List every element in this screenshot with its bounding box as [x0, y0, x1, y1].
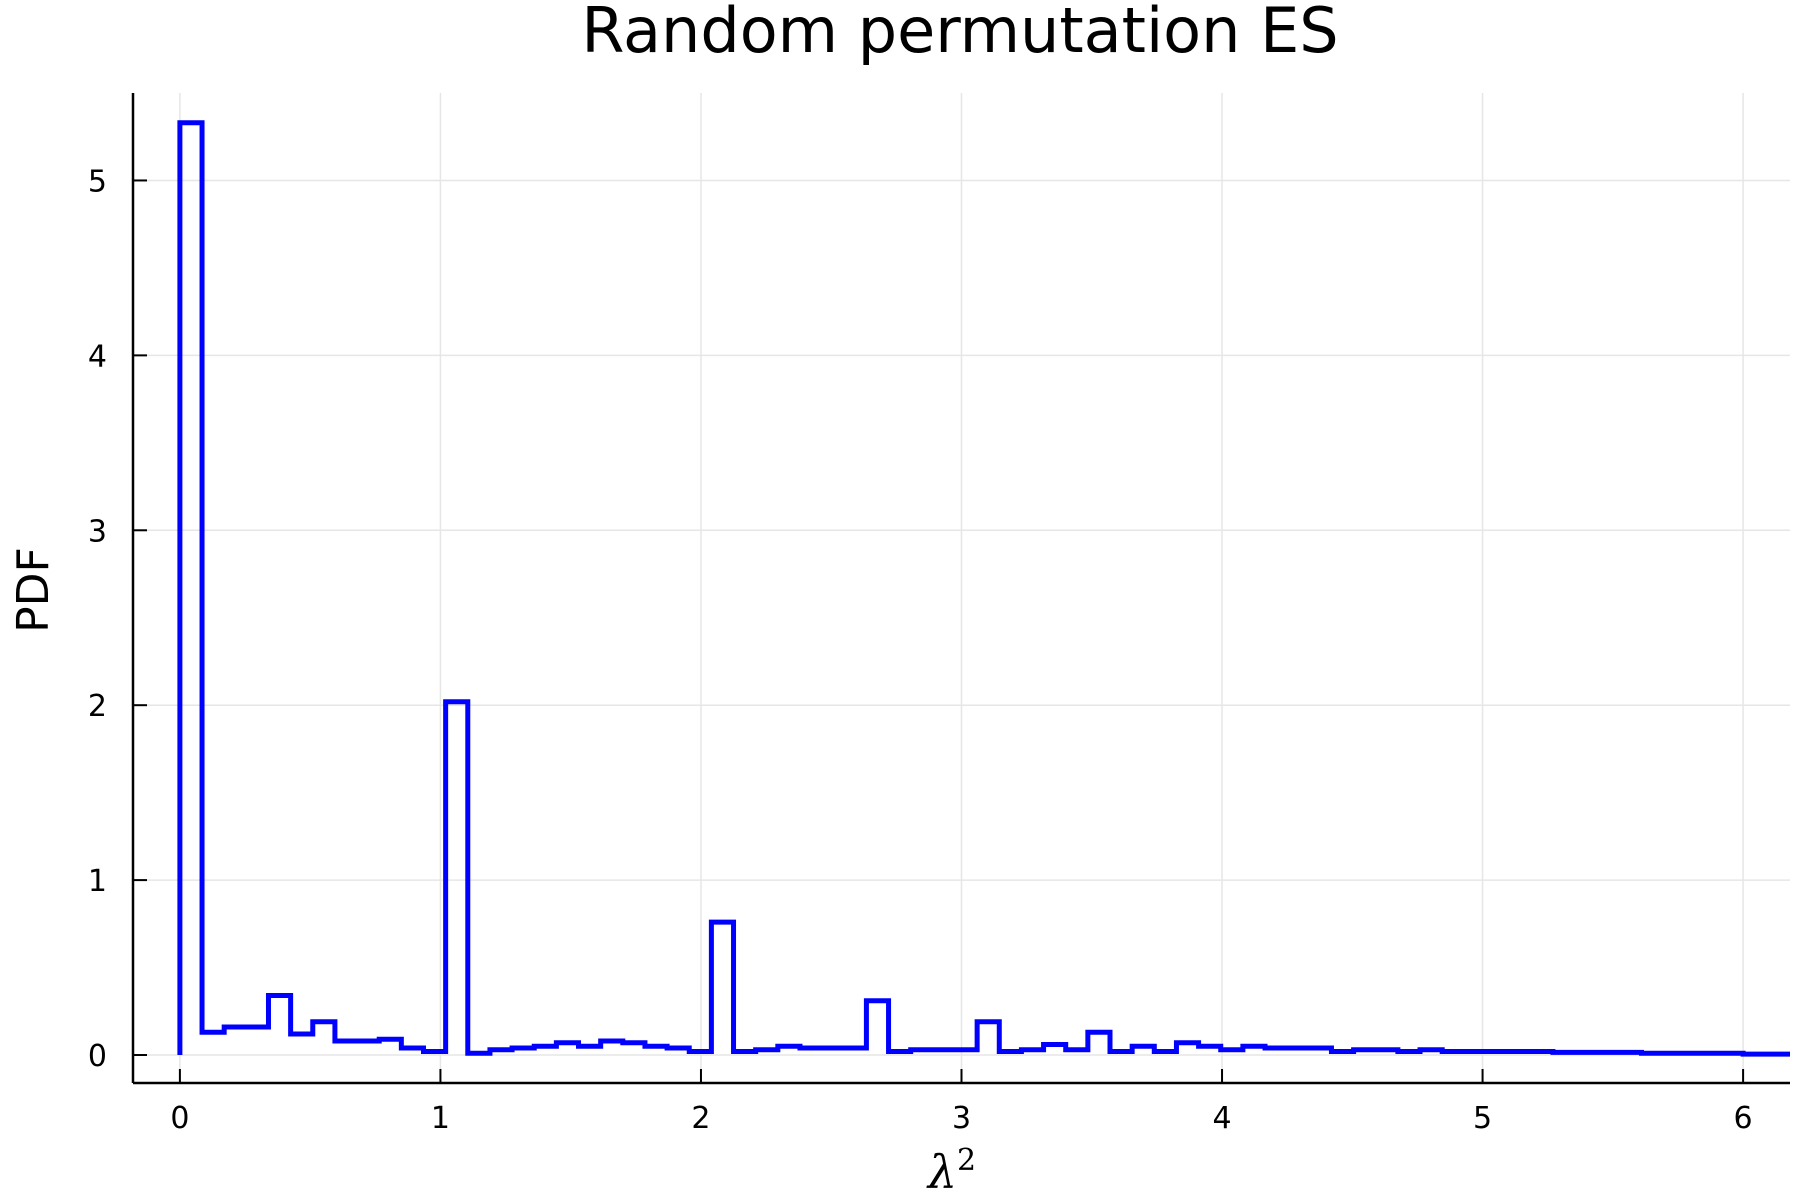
histogram-bin-35 — [999, 1052, 1021, 1055]
histogram-bin-17 — [601, 1041, 623, 1055]
histogram-bin-38 — [1066, 1050, 1088, 1055]
histogram-bin-16 — [579, 1046, 601, 1055]
x-axis-label-symbol: λ — [926, 1145, 957, 1199]
histogram-bin-59 — [1531, 1052, 1553, 1055]
histogram-bin-25 — [778, 1046, 800, 1055]
histogram-bin-66 — [1686, 1053, 1708, 1055]
histogram-bin-15 — [556, 1043, 578, 1055]
tick-labels: 0 1 2 3 4 5 6 0 1 2 3 4 5 — [88, 164, 1753, 1136]
y-tick-label-2: 2 — [88, 689, 107, 724]
histogram-bin-52 — [1376, 1050, 1398, 1055]
x-tick-label-4: 4 — [1212, 1101, 1231, 1136]
histogram-bin-30 — [889, 1052, 911, 1055]
x-tick-label-5: 5 — [1473, 1101, 1492, 1136]
histogram-bin-5 — [313, 1022, 335, 1055]
histogram-bin-42 — [1154, 1052, 1176, 1055]
histogram-bin-10 — [446, 702, 468, 1055]
y-tick-label-5: 5 — [88, 164, 107, 199]
y-axis-label: PDF — [8, 547, 59, 633]
histogram-bin-33 — [955, 1050, 977, 1055]
histogram-bin-68 — [1743, 1054, 1790, 1055]
histogram-bin-61 — [1575, 1052, 1597, 1055]
histogram-bin-22 — [711, 922, 733, 1055]
histogram-bin-47 — [1265, 1048, 1287, 1055]
histogram-bin-37 — [1044, 1045, 1066, 1055]
x-tick-label-1: 1 — [431, 1101, 450, 1136]
histogram-bin-58 — [1509, 1052, 1531, 1055]
histogram-bin-39 — [1088, 1032, 1110, 1055]
histogram-bin-36 — [1021, 1050, 1043, 1055]
x-tick-label-3: 3 — [952, 1101, 971, 1136]
histogram-bin-1 — [202, 1032, 224, 1055]
histogram-bin-9 — [423, 1052, 445, 1055]
histogram-bin-60 — [1553, 1052, 1575, 1055]
x-tick-label-0: 0 — [170, 1101, 189, 1136]
histogram-bin-31 — [911, 1050, 933, 1055]
histogram-bin-0 — [180, 123, 202, 1055]
histogram-bin-57 — [1486, 1052, 1508, 1055]
histogram-bin-62 — [1597, 1052, 1619, 1055]
histogram-bin-29 — [866, 1001, 888, 1055]
histogram-bin-65 — [1664, 1053, 1686, 1055]
x-axis-label: λ2 — [926, 1143, 976, 1199]
histogram-bin-50 — [1331, 1052, 1353, 1055]
pdf-step-line — [177, 120, 1790, 1057]
histogram-bin-12 — [490, 1050, 512, 1055]
histogram-bin-44 — [1199, 1046, 1221, 1055]
histogram-bin-28 — [844, 1048, 866, 1055]
histogram-bin-40 — [1110, 1052, 1132, 1055]
y-tick-label-0: 0 — [88, 1039, 107, 1074]
histogram-bin-45 — [1221, 1050, 1243, 1055]
histogram-bin-19 — [645, 1046, 667, 1055]
histogram-bin-23 — [734, 1052, 756, 1055]
histogram-bin-54 — [1420, 1050, 1442, 1055]
histogram-bin-41 — [1132, 1046, 1154, 1055]
histogram-bin-26 — [800, 1048, 822, 1055]
histogram-bin-13 — [512, 1048, 534, 1055]
histogram-bin-32 — [933, 1050, 955, 1055]
histogram-bin-8 — [401, 1048, 423, 1055]
histogram-bin-7 — [379, 1039, 401, 1055]
histogram-bin-48 — [1287, 1048, 1309, 1055]
x-tick-label-2: 2 — [691, 1101, 710, 1136]
x-axis-label-exponent: 2 — [957, 1143, 976, 1178]
histogram-bin-6 — [335, 1041, 379, 1055]
histogram-bin-11 — [468, 1053, 490, 1055]
histogram-bin-2 — [224, 1027, 268, 1055]
series — [177, 120, 1790, 1057]
x-tick-label-6: 6 — [1734, 1101, 1753, 1136]
axes — [131, 93, 1790, 1085]
grid — [133, 93, 1790, 1083]
histogram-bin-4 — [291, 1034, 313, 1055]
histogram-bin-67 — [1708, 1053, 1743, 1055]
histogram-bin-51 — [1354, 1050, 1376, 1055]
histogram-bin-20 — [667, 1048, 689, 1055]
chart-title: Random permutation ES — [581, 0, 1338, 67]
histogram-bin-24 — [756, 1050, 778, 1055]
y-tick-label-3: 3 — [88, 514, 107, 549]
histogram-bin-49 — [1309, 1048, 1331, 1055]
histogram-bin-53 — [1398, 1052, 1420, 1055]
histogram-bin-21 — [689, 1052, 711, 1055]
histogram-bin-3 — [268, 996, 290, 1055]
histogram-bin-46 — [1243, 1046, 1265, 1055]
histogram-bin-56 — [1464, 1052, 1486, 1055]
histogram-bin-63 — [1619, 1052, 1641, 1055]
y-tick-label-1: 1 — [88, 864, 107, 899]
histogram-bin-18 — [623, 1043, 645, 1055]
histogram-bin-43 — [1176, 1043, 1198, 1055]
histogram-bin-14 — [534, 1046, 556, 1055]
histogram-bin-64 — [1641, 1053, 1663, 1055]
histogram-bin-27 — [822, 1048, 844, 1055]
histogram-bin-34 — [977, 1022, 999, 1055]
histogram-bin-55 — [1442, 1052, 1464, 1055]
y-tick-label-4: 4 — [88, 339, 107, 374]
